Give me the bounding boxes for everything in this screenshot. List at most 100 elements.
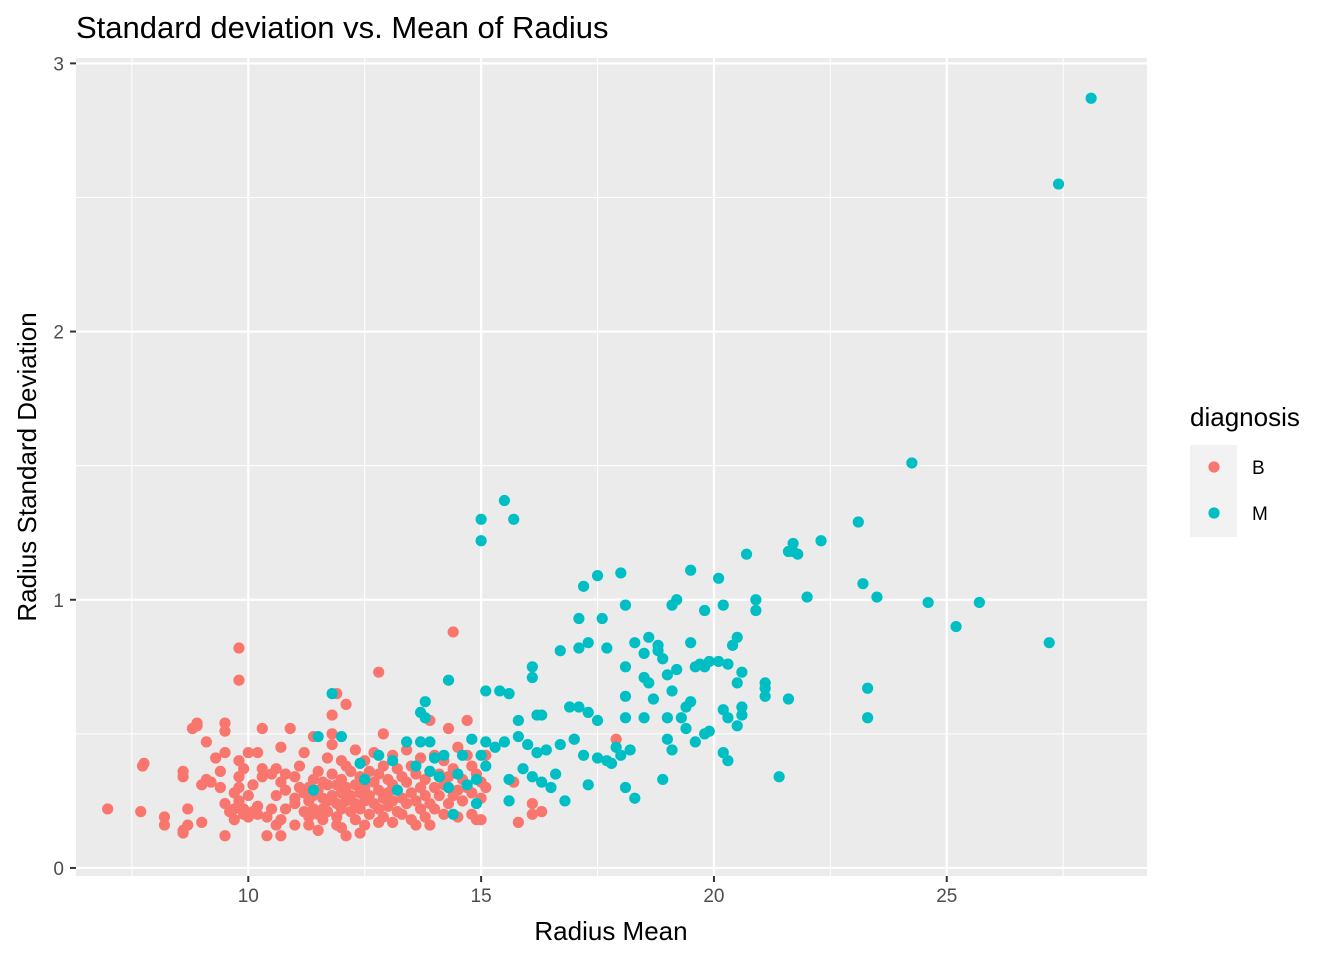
data-point xyxy=(401,736,413,748)
data-point xyxy=(671,594,683,606)
data-point xyxy=(680,722,692,735)
data-point xyxy=(424,736,436,748)
data-point xyxy=(615,567,627,579)
data-point xyxy=(731,720,743,732)
data-point xyxy=(475,535,487,547)
legend-key-M xyxy=(1208,507,1220,519)
data-point xyxy=(782,693,795,705)
data-point xyxy=(731,677,743,689)
data-point xyxy=(428,752,441,764)
data-point xyxy=(452,784,464,796)
data-point xyxy=(666,744,678,756)
data-point xyxy=(498,736,510,748)
data-point xyxy=(871,591,883,603)
data-point xyxy=(601,642,613,654)
data-point xyxy=(321,779,334,791)
data-point xyxy=(354,757,366,769)
data-point xyxy=(699,604,711,617)
data-point xyxy=(377,811,389,823)
data-point xyxy=(256,771,268,783)
data-point xyxy=(517,763,529,775)
data-point xyxy=(242,747,254,759)
data-point xyxy=(102,803,114,815)
data-point xyxy=(815,535,827,547)
data-point xyxy=(689,736,701,748)
data-point xyxy=(629,792,641,804)
data-point xyxy=(275,830,287,842)
data-point xyxy=(498,494,510,507)
legend-key-B xyxy=(1208,461,1220,473)
data-point xyxy=(661,669,673,681)
data-point xyxy=(321,806,334,818)
data-point xyxy=(722,658,734,670)
data-point xyxy=(852,516,864,528)
data-point xyxy=(526,808,538,820)
data-point xyxy=(410,768,422,780)
data-point xyxy=(582,637,594,649)
data-point xyxy=(424,819,436,831)
data-point xyxy=(652,639,664,651)
data-point xyxy=(247,779,259,791)
data-point xyxy=(638,647,650,659)
data-point xyxy=(326,728,338,740)
y-axis-title: Radius Standard Deviation xyxy=(12,312,42,621)
data-point xyxy=(158,819,171,831)
data-point xyxy=(135,806,147,818)
y-tick-label: 2 xyxy=(53,323,64,344)
y-tick-label: 0 xyxy=(53,859,64,880)
data-point xyxy=(228,814,240,826)
data-point xyxy=(377,760,389,772)
data-point xyxy=(722,712,734,724)
data-point xyxy=(470,797,483,810)
data-point xyxy=(512,730,524,743)
legend-entries: BM xyxy=(1190,445,1268,537)
data-point xyxy=(335,730,348,743)
data-point xyxy=(233,674,245,686)
data-point xyxy=(619,661,632,673)
data-point xyxy=(480,760,492,772)
data-point xyxy=(475,513,487,525)
data-point xyxy=(438,749,450,761)
data-point xyxy=(252,747,264,759)
data-point xyxy=(1052,178,1065,190)
data-point xyxy=(717,599,729,611)
data-point xyxy=(433,771,445,783)
data-point xyxy=(456,795,469,807)
data-point xyxy=(582,706,594,719)
data-point xyxy=(210,752,222,764)
data-point xyxy=(138,757,150,769)
data-point xyxy=(312,824,324,837)
data-point xyxy=(475,749,487,761)
data-point xyxy=(713,572,725,584)
data-point xyxy=(270,763,282,775)
data-point xyxy=(736,709,748,721)
data-point xyxy=(191,720,203,732)
data-point xyxy=(750,604,762,617)
data-point xyxy=(196,816,208,828)
data-point xyxy=(461,779,473,791)
data-point xyxy=(289,819,301,831)
data-point xyxy=(563,701,576,713)
data-point xyxy=(489,741,501,753)
data-point xyxy=(536,806,548,818)
data-point xyxy=(666,685,678,697)
data-point xyxy=(503,773,515,786)
data-point xyxy=(740,548,753,560)
data-point xyxy=(461,714,473,727)
data-point xyxy=(619,599,632,611)
data-point xyxy=(321,752,334,764)
data-point xyxy=(270,789,282,802)
data-points xyxy=(102,92,1097,842)
data-point xyxy=(182,819,194,831)
x-axis-title: Radius Mean xyxy=(534,916,687,946)
data-point xyxy=(610,733,622,745)
data-point xyxy=(862,682,874,694)
data-point xyxy=(550,768,562,780)
x-axis-ticks: 10 15 20 25 xyxy=(238,876,957,907)
data-point xyxy=(452,768,464,780)
data-point xyxy=(703,655,715,668)
data-point xyxy=(275,741,287,753)
data-point xyxy=(526,671,538,684)
data-point xyxy=(657,773,669,786)
